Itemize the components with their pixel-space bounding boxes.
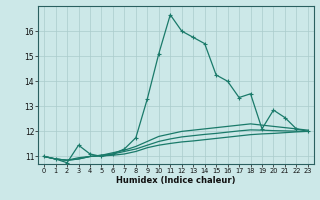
- X-axis label: Humidex (Indice chaleur): Humidex (Indice chaleur): [116, 176, 236, 185]
